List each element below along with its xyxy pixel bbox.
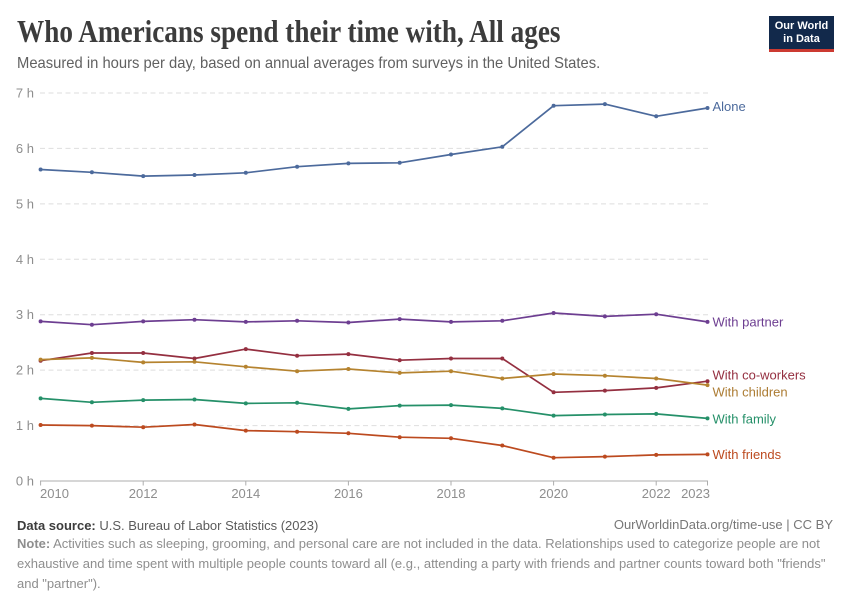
svg-text:4 h: 4 h [16,252,34,267]
svg-text:2023: 2023 [681,486,710,501]
svg-text:0 h: 0 h [16,474,34,489]
svg-text:2020: 2020 [539,486,568,501]
svg-text:3 h: 3 h [16,307,34,322]
svg-text:With partner: With partner [713,315,784,330]
svg-text:With friends: With friends [713,447,782,462]
svg-text:2 h: 2 h [16,363,34,378]
svg-text:With family: With family [713,412,777,427]
svg-text:2014: 2014 [231,486,260,501]
svg-text:2022: 2022 [642,486,671,501]
svg-text:2016: 2016 [334,486,363,501]
svg-text:7 h: 7 h [16,86,34,101]
svg-text:6 h: 6 h [16,141,34,156]
svg-text:2012: 2012 [129,486,158,501]
svg-text:Alone: Alone [713,99,746,114]
svg-text:With co-workers: With co-workers [713,368,807,383]
svg-text:2018: 2018 [437,486,466,501]
svg-text:2010: 2010 [40,486,69,501]
svg-text:With children: With children [713,385,788,400]
svg-text:5 h: 5 h [16,196,34,211]
svg-text:1 h: 1 h [16,418,34,433]
